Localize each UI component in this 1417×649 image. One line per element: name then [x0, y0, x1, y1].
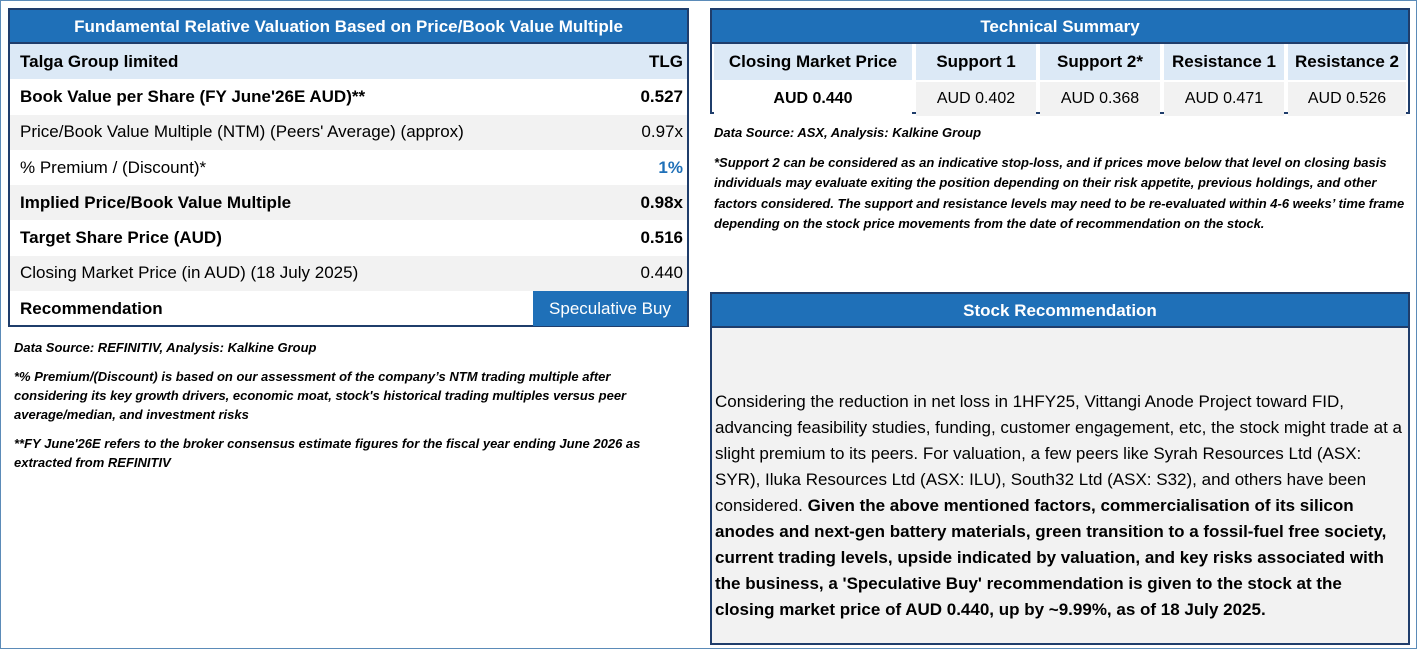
- right-notes: Data Source: ASX, Analysis: Kalkine Grou…: [714, 123, 1409, 244]
- row-label: Price/Book Value Multiple (NTM) (Peers' …: [20, 122, 464, 142]
- row-value: 0.516: [640, 228, 683, 248]
- row-value: 0.98x: [640, 192, 683, 212]
- row-value: 0.97x: [641, 122, 683, 142]
- column-value: AUD 0.471: [1164, 82, 1284, 116]
- support-footnote: *Support 2 can be considered as an indic…: [714, 154, 1405, 232]
- technical-column: Closing Market Price AUD 0.440: [712, 44, 914, 116]
- data-source: Data Source: ASX, Analysis: Kalkine Grou…: [714, 125, 982, 140]
- ticker: TLG: [649, 51, 683, 71]
- table-row: Price/Book Value Multiple (NTM) (Peers' …: [10, 114, 687, 150]
- stock-recommendation: Stock Recommendation Considering the red…: [710, 292, 1410, 645]
- technical-column: Support 2* AUD 0.368: [1038, 44, 1162, 116]
- technical-column: Support 1 AUD 0.402: [914, 44, 1038, 116]
- column-value: AUD 0.526: [1288, 82, 1406, 116]
- row-value: 0.440: [640, 263, 683, 283]
- company-row: Talga Group limited TLG: [10, 44, 687, 80]
- footnote-fy: **FY June'26E refers to the broker conse…: [14, 436, 641, 470]
- column-value: AUD 0.402: [916, 82, 1036, 116]
- column-value: AUD 0.440: [714, 82, 912, 116]
- technical-title: Technical Summary: [712, 10, 1408, 44]
- recommendation-label: Recommendation: [20, 298, 163, 318]
- recommendation-badge: Speculative Buy: [533, 291, 687, 327]
- row-label: Target Share Price (AUD): [20, 228, 222, 248]
- column-header: Resistance 1: [1164, 44, 1284, 80]
- row-label: Implied Price/Book Value Multiple: [20, 192, 292, 212]
- row-label: % Premium / (Discount)*: [20, 157, 207, 177]
- technical-summary: Technical Summary Closing Market Price A…: [710, 8, 1410, 116]
- row-value: 0.527: [640, 86, 683, 106]
- table-row: Target Share Price (AUD) 0.516: [10, 220, 687, 255]
- data-source: Data Source: REFINITIV, Analysis: Kalkin…: [14, 340, 317, 355]
- valuation-table: Fundamental Relative Valuation Based on …: [8, 8, 689, 327]
- column-header: Support 1: [916, 44, 1036, 80]
- technical-column: Resistance 2 AUD 0.526: [1286, 44, 1408, 116]
- table-row: % Premium / (Discount)* 1%: [10, 150, 687, 185]
- table-row: Implied Price/Book Value Multiple 0.98x: [10, 185, 687, 221]
- recommendation-row: Recommendation Speculative Buy: [10, 291, 687, 327]
- column-header: Support 2*: [1040, 44, 1160, 80]
- technical-column: Resistance 1 AUD 0.471: [1162, 44, 1286, 116]
- recommendation-text-regular: Considering the reduction in net loss in…: [715, 392, 1402, 515]
- column-value: AUD 0.368: [1040, 82, 1160, 116]
- technical-table: Closing Market Price AUD 0.440 Support 1…: [712, 44, 1408, 116]
- row-label: Book Value per Share (FY June'26E AUD)**: [20, 86, 366, 106]
- footnote-premium: *% Premium/(Discount) is based on our as…: [14, 369, 627, 422]
- company-name: Talga Group limited: [20, 51, 179, 71]
- recommendation-text: Considering the reduction in net loss in…: [715, 389, 1403, 623]
- table-row: Book Value per Share (FY June'26E AUD)**…: [10, 79, 687, 114]
- column-header: Closing Market Price: [714, 44, 912, 80]
- recommendation-title: Stock Recommendation: [712, 294, 1408, 328]
- valuation-title: Fundamental Relative Valuation Based on …: [10, 10, 687, 44]
- column-header: Resistance 2: [1288, 44, 1406, 80]
- recommendation-text-bold: Given the above mentioned factors, comme…: [715, 496, 1387, 619]
- row-value: 1%: [658, 157, 683, 177]
- row-label: Closing Market Price (in AUD) (18 July 2…: [20, 263, 359, 283]
- table-row: Closing Market Price (in AUD) (18 July 2…: [10, 255, 687, 292]
- left-notes: Data Source: REFINITIV, Analysis: Kalkin…: [14, 338, 674, 482]
